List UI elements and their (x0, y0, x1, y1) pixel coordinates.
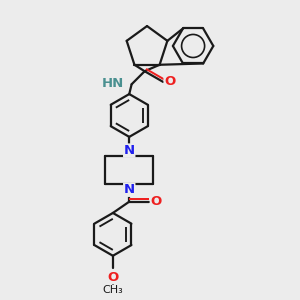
Text: N: N (124, 183, 135, 196)
Text: O: O (164, 75, 175, 88)
Text: O: O (150, 195, 162, 208)
Text: N: N (124, 144, 135, 157)
Text: CH₃: CH₃ (103, 285, 123, 295)
Text: HN: HN (102, 77, 124, 90)
Text: O: O (107, 271, 118, 284)
